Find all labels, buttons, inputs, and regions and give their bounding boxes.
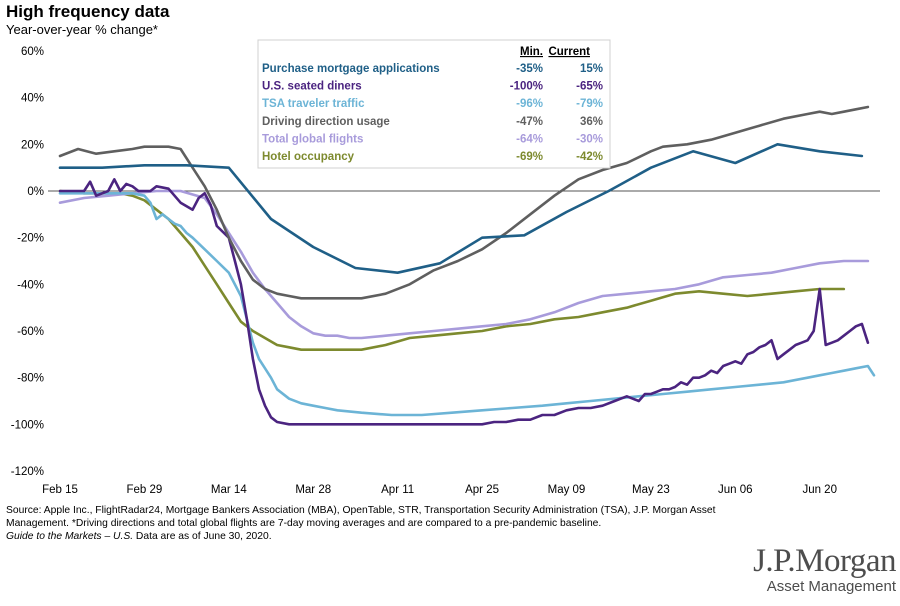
y-tick-label: 20%: [21, 139, 44, 151]
legend-current-value: 15%: [580, 63, 603, 75]
legend-series-name: TSA traveler traffic: [262, 98, 365, 110]
legend-current-value: -42%: [576, 151, 603, 163]
x-tick-label: May 23: [632, 484, 670, 496]
legend-header-min: Min.: [520, 46, 543, 58]
x-tick-label: May 09: [548, 484, 586, 496]
y-tick-label: -120%: [11, 466, 44, 478]
y-tick-label: -60%: [17, 326, 44, 338]
chart-series-lines: [58, 105, 876, 426]
x-tick-label: Mar 28: [295, 484, 331, 496]
series-line-purchase-mortgage-applications: [58, 143, 864, 274]
series-line-u-s-seated-diners: [58, 178, 870, 426]
x-tick-label: Apr 11: [381, 484, 414, 496]
legend-current-value: -65%: [576, 81, 603, 93]
legend-min-value: -96%: [516, 98, 543, 110]
legend-min-value: -100%: [510, 81, 543, 93]
series-line-driving-direction-usage: [58, 105, 870, 300]
legend-current-value: 36%: [580, 116, 603, 128]
y-tick-label: 60%: [21, 46, 44, 58]
line-chart: 60% 40% 20% 0% -20% -40% -60% -80% -100% -120% Feb…: [11, 39, 880, 496]
source-text: Source: Apple Inc., FlightRadar24, Mortg…: [6, 505, 716, 529]
legend-series-name: Driving direction usage: [262, 116, 390, 128]
y-tick-label: -40%: [17, 279, 44, 291]
legend-min-value: -69%: [516, 151, 543, 163]
x-tick-label: Apr 25: [465, 484, 499, 496]
chart-title: High frequency data: [6, 2, 170, 21]
guide-title: Guide to the Markets – U.S.: [6, 531, 134, 542]
x-tick-label: Jun 06: [718, 484, 753, 496]
x-tick-label: Feb 15: [42, 484, 78, 496]
legend-current-value: -30%: [576, 133, 603, 145]
legend-min-value: -35%: [516, 63, 543, 75]
legend-series-name: Purchase mortgage applications: [262, 63, 440, 75]
y-tick-label: -80%: [17, 373, 44, 385]
legend-series-name: Total global flights: [262, 133, 363, 145]
jpmorgan-logo: J.P.Morgan Asset Management: [753, 544, 896, 596]
series-line-total-global-flights: [58, 189, 870, 340]
x-tick-label: Feb 29: [127, 484, 163, 496]
y-tick-label: -100%: [11, 419, 44, 431]
x-tick-label: Jun 20: [802, 484, 837, 496]
series-line-hotel-occupancy: [58, 189, 846, 351]
legend-current-value: -79%: [576, 98, 603, 110]
legend-min-value: -64%: [516, 133, 543, 145]
data-date-note: Data are as of June 30, 2020.: [133, 531, 272, 542]
logo-name: J.P.Morgan: [753, 543, 896, 579]
legend-box: [257, 39, 611, 169]
chart-subtitle: Year-over-year % change*: [6, 22, 158, 37]
x-tick-label: Mar 14: [211, 484, 247, 496]
legend-series-name: U.S. seated diners: [262, 81, 362, 93]
legend-series-name: Hotel occupancy: [262, 151, 355, 163]
chart-legend: Min. Current Purchase mortgage application…: [257, 39, 611, 169]
y-tick-label: 40%: [21, 93, 44, 105]
legend-min-value: -47%: [516, 116, 543, 128]
chart-axes: 60% 40% 20% 0% -20% -40% -60% -80% -100% -120% Feb…: [11, 46, 880, 496]
logo-subtitle: Asset Management: [766, 578, 896, 595]
legend-header-current: Current: [548, 46, 590, 58]
y-tick-label: 0%: [27, 186, 44, 198]
series-line-tsa-traveler-traffic: [58, 192, 876, 417]
y-tick-label: -20%: [17, 233, 44, 245]
source-note: Source: Apple Inc., FlightRadar24, Mortg…: [6, 504, 736, 543]
